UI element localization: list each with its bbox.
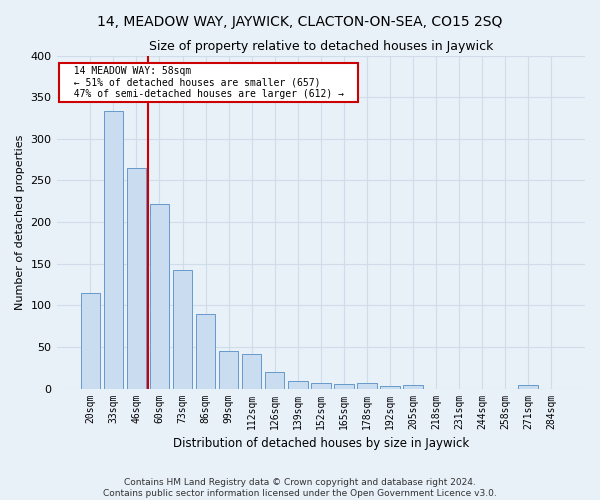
Title: Size of property relative to detached houses in Jaywick: Size of property relative to detached ho… <box>149 40 493 53</box>
Bar <box>219 351 238 389</box>
Bar <box>265 372 284 388</box>
Bar <box>334 384 353 388</box>
Bar <box>242 354 262 388</box>
Bar <box>196 314 215 388</box>
Bar <box>380 386 400 388</box>
Bar <box>127 168 146 388</box>
Text: Contains HM Land Registry data © Crown copyright and database right 2024.
Contai: Contains HM Land Registry data © Crown c… <box>103 478 497 498</box>
Bar <box>288 381 308 388</box>
Bar <box>173 270 193 388</box>
Bar <box>357 382 377 388</box>
Bar <box>149 204 169 388</box>
Y-axis label: Number of detached properties: Number of detached properties <box>15 134 25 310</box>
X-axis label: Distribution of detached houses by size in Jaywick: Distribution of detached houses by size … <box>173 437 469 450</box>
Bar <box>311 382 331 388</box>
Bar <box>403 385 423 388</box>
Text: 14, MEADOW WAY, JAYWICK, CLACTON-ON-SEA, CO15 2SQ: 14, MEADOW WAY, JAYWICK, CLACTON-ON-SEA,… <box>97 15 503 29</box>
Bar <box>104 112 123 388</box>
Bar <box>80 293 100 388</box>
Text: 14 MEADOW WAY: 58sqm
  ← 51% of detached houses are smaller (657)
  47% of semi-: 14 MEADOW WAY: 58sqm ← 51% of detached h… <box>62 66 356 98</box>
Bar <box>518 385 538 388</box>
